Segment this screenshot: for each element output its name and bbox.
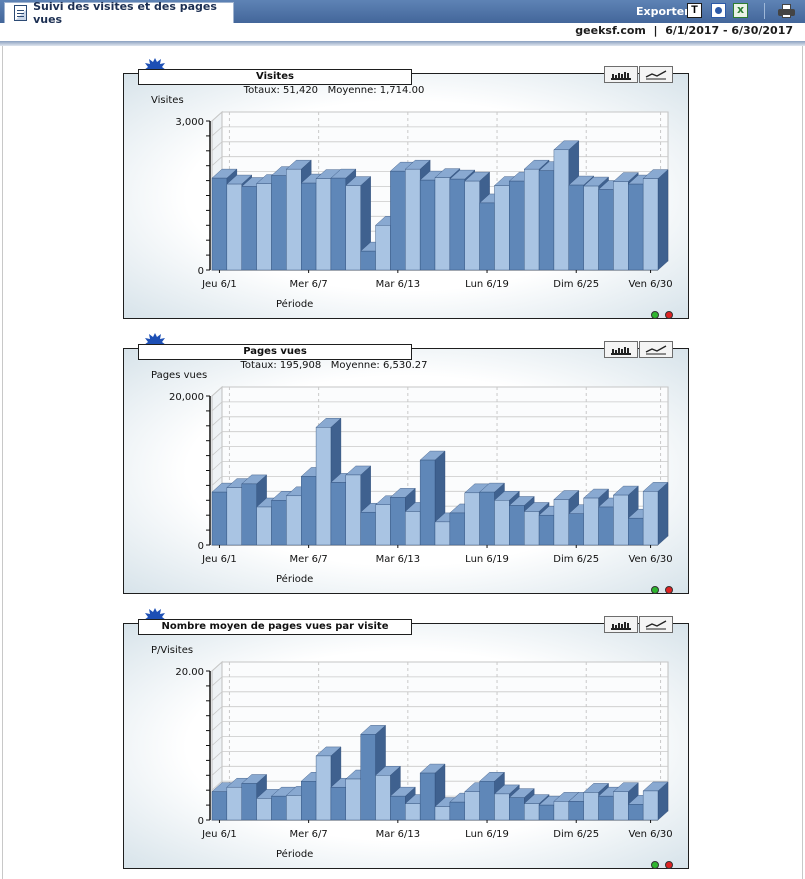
top-toolbar: Suivi des visites et des pages vues Expo… bbox=[0, 0, 805, 26]
x-tick-label: Dim 6/25 bbox=[553, 279, 599, 290]
x-tick-label: Ven 6/30 bbox=[628, 279, 672, 290]
y-tick-label: 20.00 bbox=[175, 667, 204, 678]
text-export-icon[interactable]: T bbox=[687, 3, 702, 18]
chart-title: Nombre moyen de pages vues par visite bbox=[138, 619, 412, 635]
chart-totals: Totaux: 51,420 Moyenne: 1,714.00 bbox=[243, 85, 425, 96]
bar-chart-toggle-button[interactable] bbox=[604, 66, 638, 83]
x-tick-label: Lun 6/19 bbox=[465, 554, 509, 565]
x-tick-label: Lun 6/19 bbox=[465, 829, 509, 840]
status-green-dot bbox=[651, 586, 659, 594]
line-chart-toggle-button[interactable] bbox=[639, 66, 673, 83]
y-tick-label: 0 bbox=[198, 266, 204, 277]
report-info: geeksf.com | 6/1/2017 - 6/30/2017 bbox=[575, 24, 793, 37]
x-axis-label: Période bbox=[276, 849, 314, 860]
report-info-bar: geeksf.com | 6/1/2017 - 6/30/2017 bbox=[0, 23, 805, 40]
header-divider bbox=[0, 41, 805, 46]
x-tick-label: Jeu 6/1 bbox=[201, 554, 237, 565]
chart-panel-pageviews: Pages vues Totaux: 195,908 Moyenne: 6,53… bbox=[123, 333, 689, 594]
status-green-dot bbox=[651, 861, 659, 869]
y-tick-label: 20,000 bbox=[169, 392, 204, 403]
x-tick-label: Mer 6/7 bbox=[290, 554, 328, 565]
x-tick-label: Mar 6/13 bbox=[376, 279, 421, 290]
document-icon bbox=[14, 5, 28, 21]
chart-panel-visits: Visites Totaux: 51,420 Moyenne: 1,714.00… bbox=[123, 58, 689, 319]
right-border bbox=[802, 46, 803, 879]
chart-plot: 20.00 0 Jeu 6/1 Mer 6/7 Mar 6/13 Lun 6/19 Dim … bbox=[175, 660, 673, 840]
x-tick-label: Lun 6/19 bbox=[465, 279, 509, 290]
chart-bar bbox=[642, 481, 669, 546]
chart-panel-pages-per-visit: Nombre moyen de pages vues par visite P/… bbox=[123, 608, 689, 869]
printer-icon[interactable] bbox=[778, 3, 795, 18]
status-red-dot bbox=[665, 586, 673, 594]
line-chart-icon bbox=[645, 345, 667, 355]
bar-chart-toggle-button[interactable] bbox=[604, 341, 638, 358]
word-export-icon[interactable] bbox=[711, 3, 726, 18]
report-tab[interactable]: Suivi des visites et des pages vues bbox=[4, 0, 234, 26]
chart-title: Pages vues bbox=[138, 344, 412, 360]
x-tick-label: Jeu 6/1 bbox=[201, 279, 237, 290]
y-tick-label: 0 bbox=[198, 541, 204, 552]
line-chart-icon bbox=[645, 70, 667, 80]
x-tick-label: Mer 6/7 bbox=[290, 279, 328, 290]
excel-export-icon[interactable] bbox=[733, 3, 748, 18]
x-tick-label: Dim 6/25 bbox=[553, 829, 599, 840]
bar-chart-icon bbox=[611, 347, 631, 355]
x-tick-label: Jeu 6/1 bbox=[201, 829, 237, 840]
line-chart-icon bbox=[645, 620, 667, 630]
x-tick-label: Ven 6/30 bbox=[628, 554, 672, 565]
x-axis-label: Période bbox=[276, 299, 314, 310]
y-axis-label: Pages vues bbox=[151, 370, 208, 381]
chart-totals: Totaux: 195,908 Moyenne: 6,530.27 bbox=[240, 360, 428, 371]
chart-plot: 3,000 0 Jeu 6/1 Mer 6/7 Mar 6/13 Lun 6/19 Dim … bbox=[175, 110, 673, 290]
chart-bar bbox=[642, 169, 669, 271]
x-axis-label: Période bbox=[276, 574, 314, 585]
x-tick-label: Mar 6/13 bbox=[376, 829, 421, 840]
status-red-dot bbox=[665, 311, 673, 319]
x-tick-label: Mar 6/13 bbox=[376, 554, 421, 565]
bar-chart-toggle-button[interactable] bbox=[604, 616, 638, 633]
chart-plot: 20,000 0 Jeu 6/1 Mer 6/7 Mar 6/13 Lun 6/19 Dim… bbox=[169, 385, 673, 565]
x-tick-label: Dim 6/25 bbox=[553, 554, 599, 565]
site-name: geeksf.com bbox=[575, 24, 646, 37]
y-tick-label: 0 bbox=[198, 816, 204, 827]
tab-title: Suivi des visites et des pages vues bbox=[33, 0, 217, 26]
export-label: Exporter bbox=[636, 5, 690, 18]
y-tick-label: 3,000 bbox=[175, 117, 204, 128]
bar-chart-icon bbox=[611, 72, 631, 80]
chart-bar bbox=[642, 781, 669, 821]
y-axis-label: Visites bbox=[151, 95, 184, 106]
y-axis-label: P/Visites bbox=[151, 645, 194, 656]
status-red-dot bbox=[665, 861, 673, 869]
bar-chart-icon bbox=[611, 622, 631, 630]
status-green-dot bbox=[651, 311, 659, 319]
chart-title: Visites bbox=[138, 69, 412, 85]
line-chart-toggle-button[interactable] bbox=[639, 616, 673, 633]
x-tick-label: Ven 6/30 bbox=[628, 829, 672, 840]
line-chart-toggle-button[interactable] bbox=[639, 341, 673, 358]
toolbar-divider bbox=[764, 3, 765, 19]
date-range: 6/1/2017 - 6/30/2017 bbox=[665, 24, 793, 37]
x-tick-label: Mer 6/7 bbox=[290, 829, 328, 840]
left-border bbox=[2, 46, 3, 879]
